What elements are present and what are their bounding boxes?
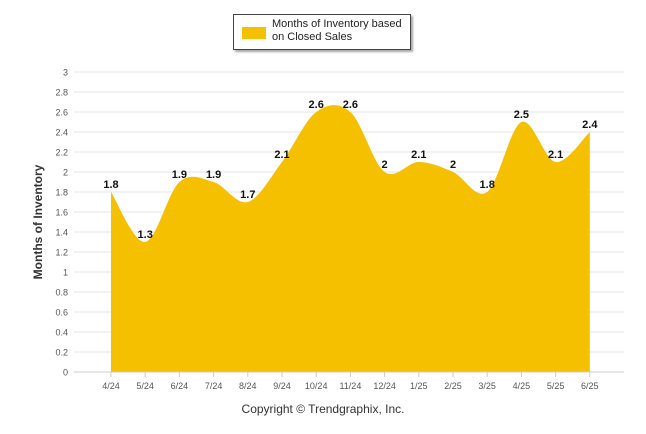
data-label: 2.1 [548, 149, 563, 161]
legend-label-line-2: on Closed Sales [272, 31, 353, 43]
y-tick-label: 0.6 [55, 308, 68, 318]
x-tick-label: 12/24 [373, 381, 396, 391]
x-tick-label: 6/25 [581, 381, 599, 391]
x-tick-label: 1/25 [410, 381, 428, 391]
y-tick-label: 0.4 [55, 328, 68, 338]
x-tick-label: 6/24 [171, 381, 189, 391]
legend-label: Months of Inventory based on Closed Sale… [272, 18, 408, 44]
x-tick-label: 3/25 [478, 381, 496, 391]
data-label: 2.6 [343, 99, 358, 111]
data-label: 1.9 [206, 169, 221, 181]
y-tick-label: 1.6 [55, 208, 68, 218]
data-label: 2.5 [514, 109, 529, 121]
y-tick-label: 0.8 [55, 288, 68, 298]
data-label: 1.9 [172, 169, 187, 181]
legend: Months of Inventory based on Closed Sale… [233, 14, 411, 50]
y-tick-label: 3 [63, 68, 68, 78]
data-label: 1.7 [240, 189, 255, 201]
x-tick-label: 5/25 [547, 381, 565, 391]
x-tick-label: 10/24 [305, 381, 328, 391]
y-tick-label: 1.2 [55, 248, 68, 258]
x-tick-label: 2/25 [444, 381, 462, 391]
data-label: 2.6 [309, 99, 324, 111]
data-label: 2.1 [274, 149, 289, 161]
legend-swatch [242, 27, 266, 39]
data-label: 2.4 [582, 119, 598, 131]
data-label: 2 [382, 159, 388, 171]
copyright-credit: Copyright © Trendgraphix, Inc. [241, 402, 405, 416]
x-tick-label: 9/24 [273, 381, 291, 391]
x-tick-label: 8/24 [239, 381, 257, 391]
data-label: 1.3 [138, 229, 153, 241]
x-tick-label: 7/24 [205, 381, 223, 391]
area-series [111, 105, 590, 373]
x-tick-label: 11/24 [339, 381, 361, 391]
data-label: 1.8 [103, 179, 118, 191]
y-tick-label: 2.2 [55, 148, 68, 158]
data-label: 2 [450, 159, 456, 171]
legend-label-line-1: Months of Inventory based [272, 18, 402, 30]
x-tick-label: 4/25 [513, 381, 531, 391]
y-tick-label: 2.4 [55, 128, 68, 138]
data-label: 1.8 [480, 179, 495, 191]
y-tick-label: 1.8 [55, 188, 68, 198]
y-tick-label: 2 [63, 168, 68, 178]
y-tick-label: 0 [63, 368, 68, 378]
y-tick-label: 2.8 [55, 88, 68, 98]
y-tick-label: 1.4 [55, 228, 68, 238]
y-tick-label: 2.6 [55, 108, 68, 118]
y-axis-title: Months of Inventory [31, 164, 45, 280]
y-tick-label: 1 [63, 268, 68, 278]
x-tick-label: 4/24 [102, 381, 120, 391]
data-label: 2.1 [411, 149, 426, 161]
y-tick-label: 0.2 [55, 348, 68, 358]
x-tick-label: 5/24 [136, 381, 154, 391]
